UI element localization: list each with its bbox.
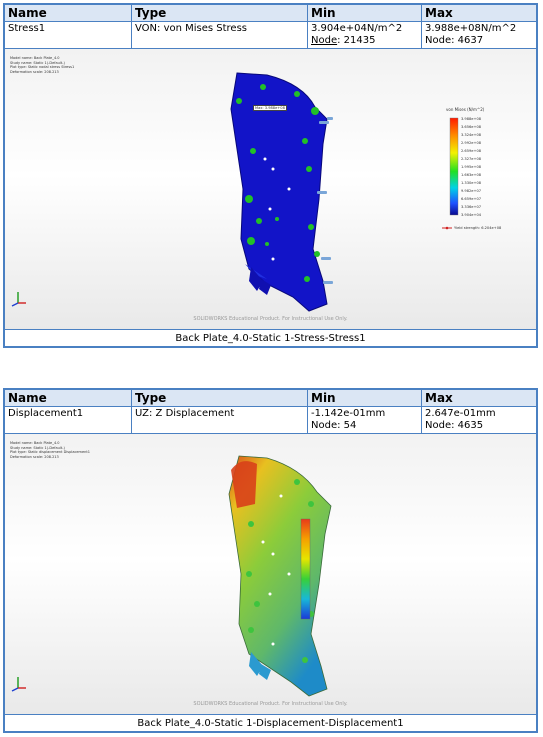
legend-value: 3.324e+08 bbox=[461, 133, 482, 137]
min-value: -1.142e-01mm bbox=[311, 408, 386, 419]
table-header-row: Name Type Min Max bbox=[5, 5, 536, 22]
stress-results-table: Name Type Min Max Stress1 VON: von Mises… bbox=[3, 3, 538, 348]
header-max: Max bbox=[425, 391, 453, 405]
max-tag: Max: 3.988e+08 bbox=[253, 105, 287, 111]
displacement-model-render bbox=[228, 455, 332, 697]
figure-caption: Back Plate_4.0-Static 1-Displacement-Dis… bbox=[5, 714, 536, 732]
legend-title: von Mises (N/m^2) bbox=[446, 107, 485, 112]
axis-triad-icon bbox=[11, 677, 26, 692]
header-name: Name bbox=[5, 5, 132, 21]
min-node-label: Node bbox=[311, 35, 338, 46]
holes bbox=[261, 494, 291, 646]
max-node: Node: 4637 bbox=[425, 35, 484, 46]
stress-color-scale bbox=[449, 117, 459, 216]
header-min: Min bbox=[308, 5, 422, 21]
legend-value: 1.663e+08 bbox=[461, 173, 482, 177]
yield-dot bbox=[445, 226, 449, 230]
max-node: Node: 4635 bbox=[425, 420, 484, 431]
header-min: Min bbox=[308, 390, 422, 406]
header-max: Max bbox=[425, 6, 453, 20]
watermark: SOLIDWORKS Educational Product. For Inst… bbox=[193, 701, 348, 707]
result-min: 3.904e+04N/m^2 Node: 21435 bbox=[308, 22, 422, 48]
displacement-color-scale bbox=[300, 518, 311, 620]
legend-value: 9.982e+07 bbox=[461, 189, 482, 193]
legend-value: 3.904e+04 bbox=[461, 213, 482, 217]
max-value: 2.647e-01mm bbox=[425, 408, 496, 419]
legend-value: 1.330e+08 bbox=[461, 181, 482, 185]
result-type: UZ: Z Displacement bbox=[132, 407, 308, 433]
header-type: Type bbox=[132, 5, 308, 21]
table-header-row: Name Type Min Max bbox=[5, 390, 536, 407]
displacement-hotspots bbox=[246, 479, 314, 663]
back-plate-shape bbox=[230, 72, 328, 312]
holes bbox=[263, 157, 291, 261]
stress-model-render bbox=[230, 72, 459, 312]
axis-triad-icon bbox=[11, 292, 26, 307]
result-min: -1.142e-01mm Node: 54 bbox=[308, 407, 422, 433]
back-plate-shape bbox=[228, 455, 332, 697]
legend-value: 6.659e+07 bbox=[461, 197, 482, 201]
legend-value: 3.988e+08 bbox=[461, 117, 482, 121]
legend-value: 3.336e+07 bbox=[461, 205, 482, 209]
legend-value: 3.656e+08 bbox=[461, 125, 482, 129]
plot-metadata: Model name: Back Plate_4.0 Study name: S… bbox=[10, 56, 75, 74]
legend-value: 2.327e+08 bbox=[461, 157, 482, 161]
result-name: Displacement1 bbox=[5, 407, 132, 433]
stress-hotspots bbox=[236, 84, 320, 282]
table-row: Stress1 VON: von Mises Stress 3.904e+04N… bbox=[5, 22, 536, 49]
table-row: Displacement1 UZ: Z Displacement -1.142e… bbox=[5, 407, 536, 434]
legend-value: 2.992e+08 bbox=[461, 141, 482, 145]
legend-value: 2.659e+08 bbox=[461, 149, 482, 153]
min-node: Node: 21435 bbox=[311, 35, 421, 47]
yield-label: Yield strength: 6.204e+08 bbox=[454, 226, 502, 230]
header-type: Type bbox=[132, 390, 308, 406]
displacement-results-table: Name Type Min Max Displacement1 UZ: Z Di… bbox=[3, 388, 538, 733]
result-type: VON: von Mises Stress bbox=[132, 22, 308, 48]
min-node-value: : 21435 bbox=[337, 35, 376, 46]
plot-metadata: Model name: Back Plate_4.0 Study name: S… bbox=[10, 441, 90, 459]
result-max: 2.647e-01mm Node: 4635 bbox=[422, 407, 536, 433]
max-value: 3.988e+08N/m^2 bbox=[425, 23, 517, 34]
fixture-arrows bbox=[317, 117, 333, 284]
result-max: 3.988e+08N/m^2 Node: 4637 bbox=[422, 22, 536, 48]
stress-plot-image: Model name: Back Plate_4.0 Study name: S… bbox=[5, 49, 536, 329]
displacement-plot-image: Model name: Back Plate_4.0 Study name: S… bbox=[5, 434, 536, 714]
legend-value: 1.995e+08 bbox=[461, 165, 482, 169]
result-name: Stress1 bbox=[5, 22, 132, 48]
min-node: Node: 54 bbox=[311, 420, 357, 431]
min-value: 3.904e+04N/m^2 bbox=[311, 23, 403, 34]
watermark: SOLIDWORKS Educational Product. For Inst… bbox=[193, 316, 348, 322]
header-name: Name bbox=[5, 390, 132, 406]
figure-caption: Back Plate_4.0-Static 1-Stress-Stress1 bbox=[5, 329, 536, 347]
